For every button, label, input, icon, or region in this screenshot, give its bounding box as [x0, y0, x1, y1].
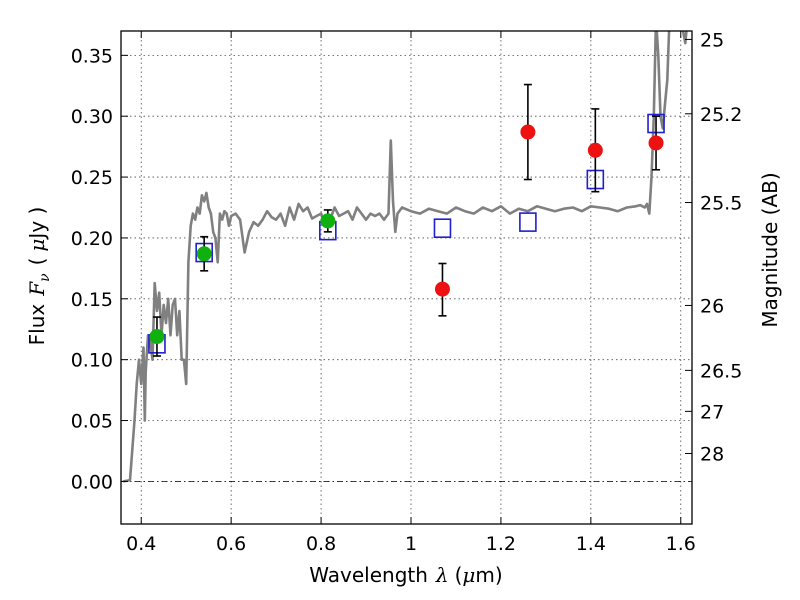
- red-data-point: [587, 142, 603, 158]
- x-tick-label: 1.2: [486, 533, 516, 555]
- y2-tick-label: 25.5: [700, 193, 742, 215]
- y-tick-label: 0.10: [71, 350, 113, 372]
- plot-frame: [120, 30, 693, 525]
- y2-tick-label: 26.5: [700, 360, 742, 382]
- observed-red-series: [434, 124, 664, 297]
- x-tick-label: 0.6: [216, 533, 246, 555]
- x-tick-label: 1.4: [576, 533, 606, 555]
- red-data-point: [434, 281, 450, 297]
- y2-axis-ticks: 25 25.2 25.5 26 26.5 27 28: [685, 29, 742, 466]
- sed-model-curve: [122, 31, 688, 483]
- y-axis-label: FluxFν(μJy ): [25, 207, 53, 346]
- green-data-point: [320, 213, 336, 229]
- red-data-point: [648, 135, 664, 151]
- y-tick-label: 0.35: [71, 45, 113, 67]
- green-data-point: [149, 329, 165, 345]
- y2-axis-label: Magnitude (AB): [758, 172, 782, 327]
- y2-tick-label: 25.2: [700, 104, 742, 126]
- y-tick-label: 0.20: [71, 228, 113, 250]
- y-tick-label: 0.05: [71, 411, 113, 433]
- x-tick-label: 0.4: [126, 533, 156, 555]
- x-tick-label: 1.6: [666, 533, 696, 555]
- y2-tick-label: 27: [700, 401, 724, 423]
- y-tick-label: 0.25: [71, 167, 113, 189]
- x-axis-ticks: 0.4 0.6 0.8 1 1.2 1.4 1.6: [126, 31, 696, 555]
- y2-tick-label: 25: [700, 29, 724, 51]
- model-point: [519, 212, 537, 232]
- x-axis-label: Wavelength λ (μm): [309, 563, 502, 587]
- y-tick-label: 0.00: [71, 471, 113, 493]
- model-photometry-series: [148, 113, 665, 354]
- x-tick-label: 1: [405, 533, 417, 555]
- x-tick-label: 0.8: [306, 533, 336, 555]
- green-data-point: [196, 246, 212, 262]
- y-tick-label: 0.30: [71, 106, 113, 128]
- y-tick-label: 0.15: [71, 289, 113, 311]
- y2-tick-label: 26: [700, 295, 724, 317]
- y-axis-ticks: 0.00 0.05 0.10 0.15 0.20 0.25 0.30 0.35: [71, 45, 128, 493]
- model-point: [433, 218, 452, 238]
- y2-tick-label: 28: [700, 444, 724, 466]
- observed-green-series: [149, 213, 336, 345]
- red-data-point: [520, 124, 536, 140]
- grid: [121, 31, 692, 524]
